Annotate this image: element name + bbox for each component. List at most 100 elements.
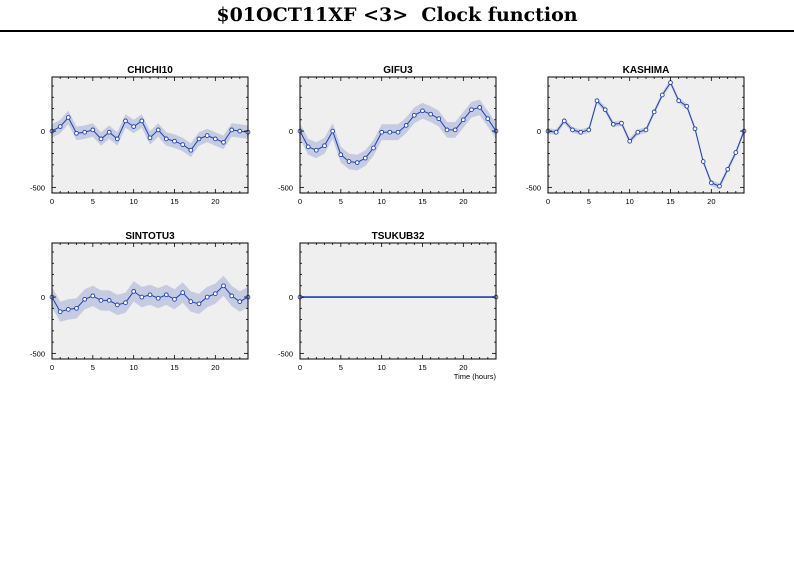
chart-title: CHICHI10 bbox=[127, 65, 173, 76]
data-point bbox=[684, 103, 690, 109]
data-point bbox=[196, 136, 202, 142]
chart-title: KASHIMA bbox=[623, 65, 670, 76]
data-point bbox=[444, 127, 450, 133]
data-point bbox=[733, 150, 739, 155]
data-point bbox=[346, 159, 352, 164]
data-point bbox=[395, 129, 401, 135]
y-tick-label: 0 bbox=[537, 127, 541, 136]
x-tick-label: 5 bbox=[339, 197, 343, 206]
x-tick-label: 5 bbox=[91, 363, 95, 372]
x-axis-label: Time (hours) bbox=[454, 372, 497, 381]
data-point bbox=[379, 129, 385, 135]
data-point bbox=[477, 105, 483, 110]
x-tick-label: 10 bbox=[129, 363, 137, 372]
data-point bbox=[322, 143, 327, 149]
x-tick-label: 0 bbox=[298, 363, 302, 372]
data-point bbox=[229, 127, 235, 133]
data-point bbox=[90, 293, 96, 299]
x-tick-label: 0 bbox=[50, 197, 54, 206]
data-point bbox=[229, 293, 235, 299]
data-point bbox=[65, 115, 71, 120]
data-point bbox=[668, 80, 673, 85]
data-point bbox=[98, 136, 104, 142]
x-tick-label: 15 bbox=[418, 197, 426, 206]
data-point bbox=[221, 283, 226, 289]
data-point bbox=[411, 112, 417, 118]
data-point bbox=[212, 291, 218, 297]
data-point bbox=[163, 292, 169, 298]
data-point bbox=[188, 299, 194, 304]
data-point bbox=[180, 142, 186, 147]
data-point bbox=[452, 127, 458, 133]
y-tick-label: 0 bbox=[289, 293, 293, 302]
chart-panel-4: 0 5 10 15 20 -500 0 TSUKUB32 Time (hours) bbox=[278, 231, 499, 381]
data-point bbox=[692, 126, 698, 132]
data-point bbox=[131, 124, 137, 129]
x-tick-label: 20 bbox=[459, 363, 467, 372]
data-point bbox=[172, 296, 177, 302]
data-point bbox=[131, 289, 137, 294]
data-point bbox=[204, 294, 210, 300]
y-tick-label: -500 bbox=[278, 349, 293, 358]
x-tick-label: 20 bbox=[211, 363, 219, 372]
data-point bbox=[313, 147, 319, 153]
data-point bbox=[602, 107, 608, 113]
x-tick-label: 10 bbox=[625, 197, 633, 206]
data-point bbox=[163, 136, 169, 142]
data-point bbox=[82, 296, 88, 302]
chart-panel-1: 0 5 10 15 20 -500 0 GIFU3 bbox=[278, 65, 499, 206]
data-point bbox=[643, 127, 649, 133]
x-tick-label: 10 bbox=[129, 197, 137, 206]
y-tick-label: -500 bbox=[30, 349, 45, 358]
data-point bbox=[57, 124, 63, 129]
data-point bbox=[354, 160, 360, 165]
chart-panel-0: 0 5 10 15 20 -500 0 CHICHI10 bbox=[30, 65, 251, 206]
data-point bbox=[98, 298, 104, 303]
data-point bbox=[147, 135, 153, 141]
data-point bbox=[172, 138, 177, 144]
data-point bbox=[74, 130, 79, 136]
error-band bbox=[300, 99, 496, 171]
x-tick-label: 20 bbox=[459, 197, 467, 206]
data-point bbox=[651, 109, 657, 115]
data-point bbox=[82, 129, 88, 135]
data-point bbox=[74, 305, 79, 311]
data-point bbox=[106, 298, 112, 303]
data-point bbox=[635, 129, 641, 135]
x-tick-label: 5 bbox=[91, 197, 95, 206]
x-tick-label: 15 bbox=[418, 363, 426, 372]
data-point bbox=[708, 180, 714, 186]
y-tick-label: 0 bbox=[41, 293, 45, 302]
data-point bbox=[114, 136, 120, 142]
chart-panel-2: 0 5 10 15 20 -500 0 KASHIMA bbox=[526, 65, 747, 206]
data-point bbox=[659, 92, 665, 98]
x-tick-label: 0 bbox=[50, 363, 54, 372]
data-point bbox=[106, 129, 112, 135]
error-band bbox=[548, 79, 744, 190]
data-point bbox=[212, 136, 218, 142]
x-tick-label: 20 bbox=[211, 197, 219, 206]
data-point bbox=[594, 98, 600, 104]
x-tick-label: 5 bbox=[339, 363, 343, 372]
data-point bbox=[619, 120, 624, 126]
data-point bbox=[420, 108, 425, 114]
x-tick-label: 5 bbox=[587, 197, 591, 206]
data-point bbox=[180, 290, 186, 295]
data-point bbox=[237, 128, 243, 134]
data-point bbox=[586, 127, 592, 133]
x-tick-label: 15 bbox=[170, 363, 178, 372]
data-point bbox=[553, 129, 559, 135]
data-point bbox=[561, 118, 567, 124]
plot-area bbox=[548, 77, 744, 193]
data-point bbox=[485, 116, 491, 122]
error-band bbox=[52, 275, 248, 322]
data-point bbox=[139, 118, 145, 124]
chart-title: TSUKUB32 bbox=[372, 231, 425, 242]
data-point bbox=[338, 152, 344, 158]
data-point bbox=[436, 116, 442, 122]
data-point bbox=[65, 307, 71, 312]
data-point bbox=[676, 98, 682, 104]
data-point bbox=[570, 127, 575, 133]
error-band bbox=[52, 110, 248, 157]
